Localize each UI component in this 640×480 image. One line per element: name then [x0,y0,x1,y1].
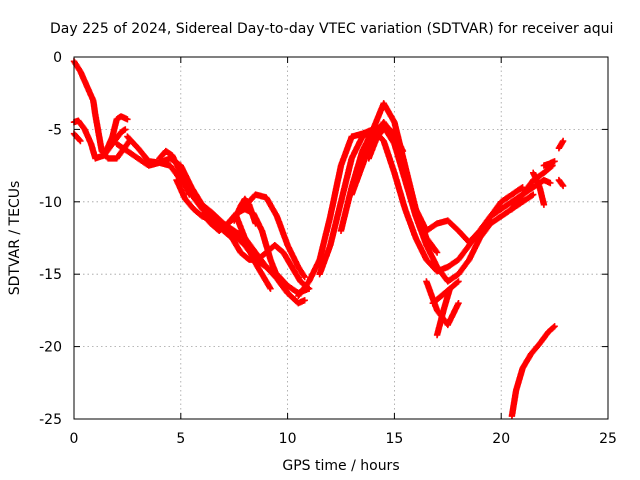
x-tick-label: 15 [385,431,403,447]
data-points [295,126,556,300]
y-tick-label: -10 [39,195,62,211]
x-tick-label: 10 [279,431,297,447]
y-tick-label: -20 [39,340,62,356]
x-tick-labels: 0 5 10 15 20 25 [70,431,617,447]
chart-title: Day 225 of 2024, Sidereal Day-to-day VTE… [50,21,613,37]
data-points [70,130,84,145]
x-tick-label: 20 [492,431,510,447]
series-track-9 [199,210,274,292]
series-track-13 [295,126,556,300]
series-track-3 [70,130,84,145]
data-points [241,191,308,281]
data-points [555,137,567,152]
series-track-7 [156,147,193,198]
series-track-17 [365,123,407,162]
data-points [156,147,193,198]
series-track-23 [530,169,548,208]
series-track-20 [429,285,454,307]
data-points [429,285,454,307]
data-points [555,176,567,190]
series-track-12 [241,191,308,281]
series-track-25 [555,176,567,190]
data-points [337,100,526,246]
axis-ticks [73,56,609,420]
y-tick-label: -15 [39,267,62,283]
x-tick-label: 0 [70,431,79,447]
y-tick-label: 0 [53,50,62,66]
data-series [70,58,567,420]
x-tick-label: 5 [176,431,185,447]
y-tick-label: -5 [48,122,62,138]
plot-frame [73,56,609,420]
series-track-21 [508,323,558,420]
series-track-15 [337,100,526,246]
y-axis-label: SDTVAR / TECUs [7,181,23,296]
series-track-6 [124,133,313,297]
data-points [199,210,274,292]
series-track-4 [102,113,131,155]
y-tick-label: -25 [39,412,62,428]
x-tick-label: 25 [599,431,617,447]
data-points [530,169,548,208]
data-points [508,323,558,420]
data-points [365,123,407,162]
data-points [540,158,558,169]
series-track-26 [555,137,567,152]
y-tick-labels: 0 -5 -10 -15 -20 -25 [39,50,62,428]
series-track-24 [540,158,558,169]
x-axis-label: GPS time / hours [282,458,399,474]
data-points [124,133,313,297]
data-points [102,113,131,155]
